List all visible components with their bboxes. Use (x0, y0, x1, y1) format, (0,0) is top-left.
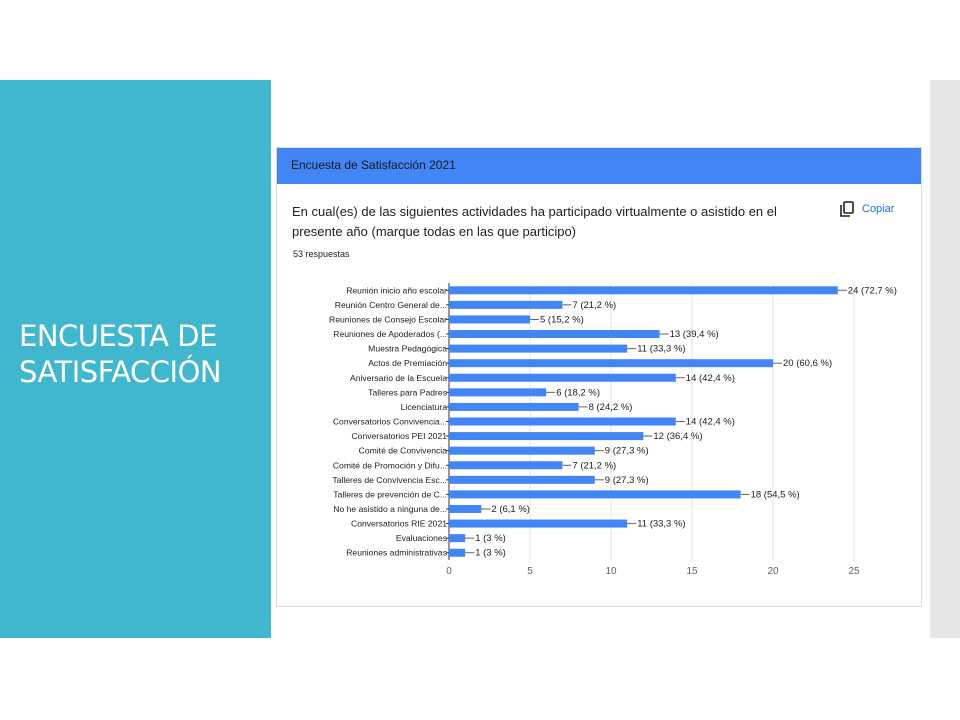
data-label: 24 (72,7 %) (848, 285, 897, 296)
x-tick-label: 0 (446, 566, 452, 577)
data-label: 14 (42,4 %) (686, 373, 735, 384)
bar (449, 417, 676, 426)
bar (449, 359, 773, 368)
data-label: 6 (18,2 %) (556, 387, 600, 398)
category-label: Evaluaciones (396, 533, 447, 543)
bar-chart: 0 5 10 15 20 25 Reunión inicio año escolar 24 (… (329, 283, 897, 577)
data-label: 9 (27,3 %) (605, 475, 649, 486)
data-label: 5 (15,2 %) (540, 314, 584, 325)
bar (449, 315, 530, 324)
category-label: Reunión inicio año escolar (346, 285, 447, 295)
category-label: Reuniones de Apoderados (... (333, 329, 447, 339)
x-tick-label: 15 (686, 566, 698, 577)
category-label: Talleres de Convivencia Esc... (332, 475, 447, 485)
category-label: Muestra Pedagógica (368, 344, 447, 354)
title-panel (0, 80, 271, 638)
copy-label: Copiar (862, 203, 895, 215)
category-label: Conversatorios Convivencia... (333, 417, 447, 427)
copy-button[interactable]: Copiar (840, 201, 894, 217)
bar (449, 490, 741, 499)
bar (449, 286, 838, 295)
slide-title: ENCUESTA DE SATISFACCIÓN (19, 318, 264, 390)
data-label: 12 (36,4 %) (653, 431, 702, 442)
category-label: Comité de Convivencia (359, 446, 448, 456)
x-tick-label: 20 (767, 566, 779, 577)
data-label: 7 (21,2 %) (572, 460, 616, 471)
data-label: 11 (33,3 %) (637, 519, 685, 530)
data-label: 7 (21,2 %) (572, 300, 616, 311)
bar (449, 548, 466, 557)
data-label: 13 (39,4 %) (670, 329, 719, 340)
category-label: Actos de Premiación (368, 358, 447, 368)
category-label: Conversatorios RIE 2021 (351, 519, 447, 529)
data-label: 20 (60,6 %) (783, 358, 832, 369)
bar (449, 388, 547, 397)
slide-title-line-2: SATISFACCIÓN (19, 355, 222, 389)
bar (449, 402, 579, 411)
slide-title-line-1: ENCUESTA DE (19, 319, 217, 353)
data-label: 1 (3 %) (475, 533, 506, 544)
category-label: Reunión Centro General de... (335, 300, 447, 310)
category-label: Talleres para Padres (368, 387, 447, 397)
bar (449, 519, 628, 528)
data-label: 8 (24,2 %) (589, 402, 633, 413)
data-label: 11 (33,3 %) (637, 344, 685, 355)
category-label: Reuniones administrativas (346, 548, 447, 558)
data-label: 1 (3 %) (475, 548, 506, 559)
question-text: En cual(es) de las siguientes actividade… (292, 204, 777, 239)
data-label: 9 (27,3 %) (605, 446, 649, 457)
bar (449, 461, 563, 470)
bar (449, 373, 676, 382)
response-count: 53 respuestas (293, 249, 350, 259)
category-label: No he asistido a ninguna de... (333, 504, 447, 514)
bar (449, 534, 466, 543)
bar (449, 475, 595, 484)
bar (449, 504, 482, 513)
data-label: 2 (6,1 %) (491, 504, 530, 515)
bar (449, 344, 628, 353)
data-label: 18 (54,5 %) (751, 489, 800, 500)
form-title: Encuesta de Satisfacción 2021 (291, 158, 456, 172)
right-margin-strip (930, 80, 960, 638)
category-label: Talleres de prevención de C... (333, 489, 447, 499)
x-tick-label: 10 (605, 566, 617, 577)
copy-icon (840, 201, 854, 217)
bar (449, 330, 660, 339)
category-label: Comité de Promoción y Difu... (333, 460, 447, 470)
bar (449, 300, 563, 309)
category-label: Conversatorios PEI 2021 (351, 431, 447, 441)
x-tick-label: 25 (848, 566, 860, 577)
category-label: Reuniones de Consejo Escolar (329, 314, 447, 324)
bar (449, 446, 595, 455)
category-label: Licenciatura (401, 402, 448, 412)
x-tick-label: 5 (527, 566, 533, 577)
bar (449, 432, 644, 441)
category-label: Aniversario de la Escuela (350, 373, 447, 383)
form-header: Encuesta de Satisfacción 2021 (277, 148, 921, 184)
data-label: 14 (42,4 %) (686, 417, 735, 428)
